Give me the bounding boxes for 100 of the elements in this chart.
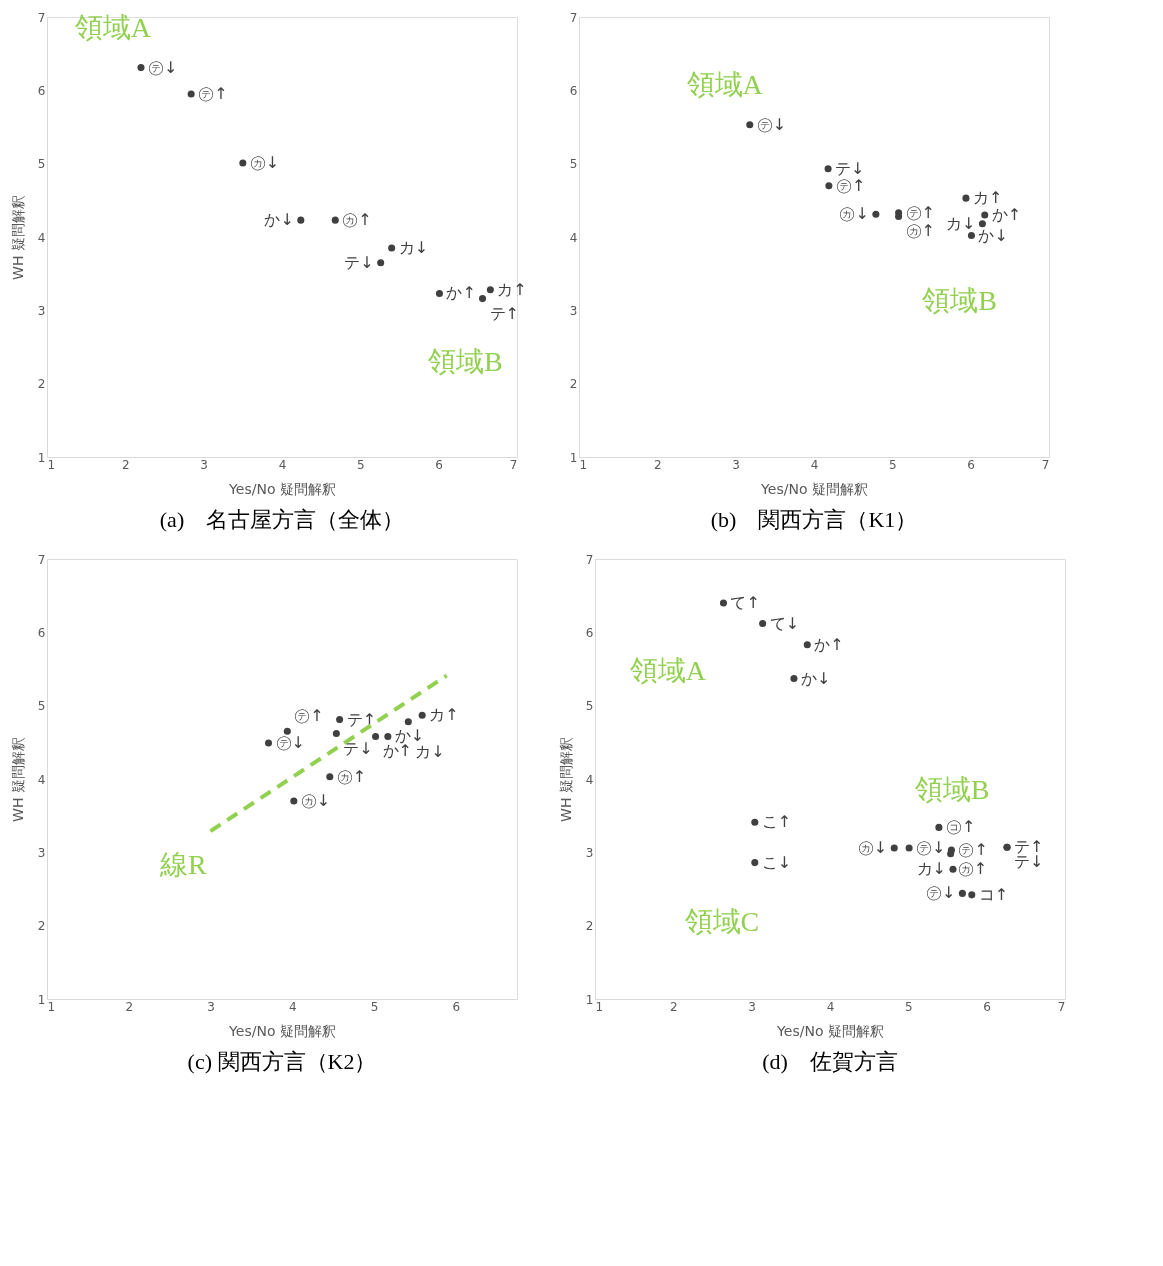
data-label: テ↑ [489,303,519,323]
data-label: ㋙↑ [945,817,976,837]
point [377,259,385,267]
data-label: ㋢↑ [198,84,228,103]
y-tick-label: 2 [37,377,46,392]
point [947,850,955,858]
annotation: 領域C [684,906,760,937]
point [435,289,443,297]
point [967,232,975,240]
data-label: か↓ [978,225,1008,245]
y-tick-label: 6 [585,625,594,640]
x-tick-label: 2 [125,999,134,1014]
data-label: か↑ [814,634,844,654]
point [332,730,340,738]
x-tick-label: 3 [748,999,756,1014]
data-label: ㋕↓ [839,204,869,224]
x-tick-label: 5 [370,999,379,1014]
data-label: ㋕↓ [300,791,331,810]
y-tick-label: 5 [37,699,46,714]
y-tick-label: 3 [37,303,46,318]
y-axis-title: WH 疑問解釈 [557,737,574,822]
annotation: 領域B [914,774,990,805]
annotation: 領域A [629,655,707,687]
data-label: テ↓ [344,252,374,272]
data-label: ㋢↓ [148,57,178,77]
y-tick-label: 5 [37,157,46,172]
data-label: ㋕↑ [342,210,372,230]
data-label: て↓ [769,613,800,633]
point [962,194,970,202]
point [803,641,811,649]
data-label: カ↓ [398,238,429,257]
x-tick-label: 4 [826,999,835,1014]
point [949,865,957,873]
y-tick-label: 5 [585,699,594,714]
point [283,727,291,735]
point [746,121,754,129]
text: (b) 関西方言（K1） [710,507,918,532]
point [418,711,426,719]
data-label: ㋢↑ [958,840,988,860]
x-tick-label: 3 [207,999,215,1014]
x-tick-label: 4 [810,457,819,472]
x-tick-label: 3 [732,457,740,472]
annotation: 線R [158,848,207,880]
point [264,739,273,747]
y-tick-label: 2 [37,919,46,934]
point [297,216,305,224]
data-label: ㋕↓ [249,152,280,172]
y-tick-label: 6 [37,625,46,640]
y-tick-label: 4 [37,230,46,245]
point [825,182,833,190]
x-tick-label: 6 [435,457,443,472]
x-tick-label: 3 [200,457,208,472]
x-tick-label: 1 [47,457,56,472]
data-label: テ↑ [346,709,377,729]
x-tick-label: 6 [983,999,991,1014]
data-label: て↑ [730,593,760,612]
x-tick-label: 2 [122,457,130,472]
annotation: 領域A [74,12,152,43]
x-tick-label: 7 [509,457,518,472]
data-label: ㋢↓ [916,837,946,857]
point [187,90,195,98]
data-label: か↓ [264,210,294,230]
data-label: カ↑ [497,279,527,299]
y-tick-label: 6 [569,83,578,98]
y-tick-label: 7 [37,552,46,567]
annotation: 領域B [922,284,998,316]
x-tick-label: 6 [967,457,975,472]
text: (d) 佐賀方言 [762,1049,898,1074]
data-label: ㋢↑ [835,175,866,195]
point [479,295,487,303]
point [384,732,392,740]
point [905,844,913,852]
data-label: カ↓ [916,859,946,879]
point [336,716,344,724]
point [404,718,412,726]
data-label: カ↑ [972,188,1003,208]
data-label: テ↓ [835,158,865,178]
y-tick-label: 4 [569,230,578,245]
data-label: か↑ [991,205,1022,224]
point [790,675,798,683]
y-axis-title: WH 疑問解釈 [9,195,26,280]
point [958,889,966,897]
data-label: ㋢↓ [925,883,956,903]
data-label: ㋕↑ [336,766,367,786]
point [935,823,943,831]
data-label: カ↑ [429,705,459,725]
y-tick-label: 7 [569,10,578,25]
x-tick-label: 7 [1057,999,1066,1014]
data-label: ㋕↑ [957,858,988,878]
x-tick-label: 5 [357,457,365,472]
x-tick-label: 2 [654,457,662,472]
y-tick-label: 3 [585,845,594,860]
point [981,211,989,219]
y-tick-label: 5 [569,157,578,172]
point [239,159,247,167]
x-tick-label: 4 [278,457,287,472]
point [331,216,339,224]
point [388,244,396,252]
point [719,599,727,607]
y-tick-label: 7 [585,552,594,567]
